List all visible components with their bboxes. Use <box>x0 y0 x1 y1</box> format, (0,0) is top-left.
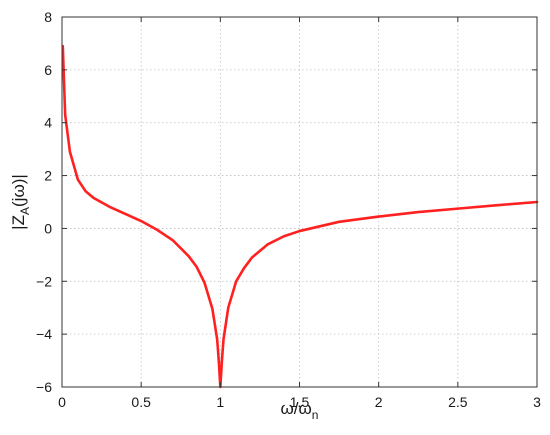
x-tick-label: 0.5 <box>131 394 151 410</box>
y-axis-label: |ZA(jω)| <box>9 174 32 230</box>
y-tick-label: 6 <box>44 62 52 78</box>
y-axis-label-subscript: A <box>18 207 32 215</box>
axis-ticks <box>61 16 538 388</box>
x-axis-label-main: ω/ω <box>281 399 312 418</box>
x-tick-label: 2 <box>375 394 383 410</box>
x-axis-label-subscript: n <box>312 408 319 422</box>
series-line <box>61 44 539 389</box>
x-tick-label: 0 <box>58 394 66 410</box>
y-axis-label-suffix: (jω)| <box>9 174 28 207</box>
y-tick-label: −4 <box>36 326 52 342</box>
y-tick-label: 4 <box>44 115 52 131</box>
x-tick-label: 2.5 <box>448 394 468 410</box>
y-tick-label: 0 <box>44 220 52 236</box>
y-tick-label: −2 <box>36 273 52 289</box>
y-axis-label-prefix: |Z <box>9 215 28 230</box>
y-tick-labels: −6 −4 −2 0 2 4 6 8 <box>36 9 52 395</box>
x-tick-labels: 0 0.5 1 1.5 2 2.5 3 <box>58 394 541 410</box>
x-tick-label: 3 <box>533 394 541 410</box>
y-tick-label: 8 <box>44 9 52 25</box>
y-tick-label: −6 <box>36 379 52 395</box>
x-tick-label: 1 <box>216 394 224 410</box>
grid-lines <box>62 17 537 387</box>
x-tick-label: 1.5 <box>290 394 310 410</box>
y-tick-label: 2 <box>44 168 52 184</box>
x-axis-label: ω/ωn <box>281 399 319 422</box>
series-layer <box>61 44 539 389</box>
